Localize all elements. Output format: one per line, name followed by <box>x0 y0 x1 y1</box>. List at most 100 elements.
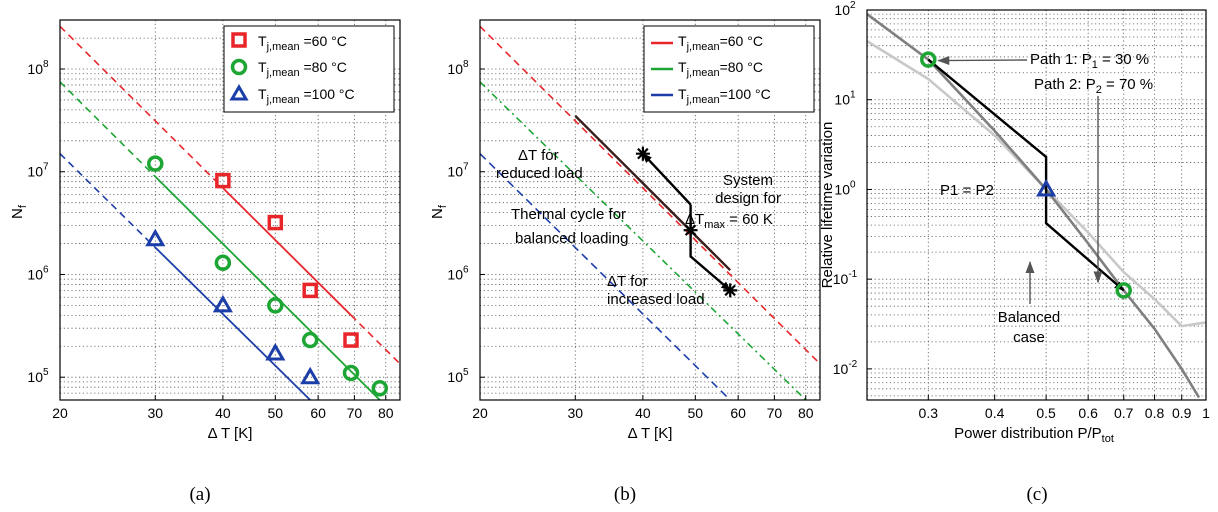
star-point <box>683 223 698 238</box>
data-point-square <box>343 332 359 348</box>
x-tick-label: 0.6 <box>1078 405 1098 421</box>
y-tick-label: 108 <box>27 59 49 77</box>
grid-a <box>60 20 400 400</box>
fit-line-solid <box>154 246 311 400</box>
legend-a: Tj,mean =60 °C Tj,mean =80 °C Tj,mean =1… <box>223 25 395 113</box>
y-tick-label: 107 <box>447 162 469 180</box>
x-tick-label: 20 <box>52 405 68 421</box>
plot-frame-b <box>479 19 821 401</box>
y-tick-label: 105 <box>27 367 49 385</box>
x-axis-label-b: Δ T [K] <box>628 425 673 442</box>
marker-circle <box>920 51 937 68</box>
x-tick-label: 0.8 <box>1145 405 1165 421</box>
legend-box-a <box>223 25 395 113</box>
annotation-path1: Path 1: P1 = 30 % <box>1030 51 1149 71</box>
markers-a <box>145 155 389 397</box>
annotation-reduced-1: ΔT for <box>518 147 559 164</box>
data-point-circle <box>342 364 360 382</box>
y-tick-label: 108 <box>447 59 469 77</box>
series-line-dashed <box>480 153 731 400</box>
legend-box-b <box>643 25 815 113</box>
caption-b: (b) <box>614 484 636 505</box>
legend-b: Tj,mean=60 °C Tj,mean=80 °C Tj,mean=100 … <box>643 25 815 113</box>
data-point-circle <box>147 155 164 172</box>
data-point-circle <box>214 254 232 272</box>
x-tick-label: 50 <box>688 405 704 421</box>
y-tick-label: 101 <box>834 90 856 108</box>
data-point-triangle <box>212 294 233 313</box>
ticks-c: 0.3 0.4 0.5 0.6 0.7 0.8 0.9 1 10-2 10-1 100 101 102 <box>833 0 1210 421</box>
annotation-cycle-1: Thermal cycle for <box>511 206 626 223</box>
caption-c: (c) <box>1026 484 1047 505</box>
fit-line-dashed <box>60 153 156 249</box>
plot-frame-a <box>59 19 401 401</box>
chart-panel-c: 0.3 0.4 0.5 0.6 0.7 0.8 0.9 110-210-1100101102 … <box>819 0 1210 445</box>
y-axis-label-c: Relative lifetime variation <box>819 122 836 289</box>
y-tick-label: 105 <box>447 367 469 385</box>
x-axis-label-a: Δ T [K] <box>208 425 253 442</box>
annotations-b <box>635 146 738 298</box>
data-point-triangle <box>300 366 321 385</box>
x-tick-label: 0.7 <box>1114 405 1134 421</box>
chart-panel-a: 20 30 40 50 60 70 80 105 106 107 108 Tj,mean =60 °… <box>9 19 401 442</box>
x-tick-label: 70 <box>347 405 363 421</box>
x-tick-label: 70 <box>767 405 783 421</box>
design-line <box>574 115 732 272</box>
curve-line <box>867 13 1201 399</box>
y-tick-label: 106 <box>447 264 469 282</box>
star-point <box>635 146 650 161</box>
curve-line <box>867 39 1206 328</box>
ticks-a: 20 30 40 50 60 70 80 105 106 107 108 <box>27 59 393 421</box>
annotation-increased-2: increased load <box>607 291 705 308</box>
annotation-design-1: System <box>723 172 773 189</box>
fit-lines-a <box>60 25 400 400</box>
series-line-dashed <box>480 25 820 365</box>
x-tick-label: 0.4 <box>985 405 1005 421</box>
legend-entry-b-100: Tj,mean=100 °C <box>678 86 771 106</box>
x-tick-label: 40 <box>635 405 651 421</box>
fit-line-dashed <box>60 25 224 189</box>
legend-entry-b-80: Tj,mean=80 °C <box>678 59 763 79</box>
x-tick-label: 0.3 <box>919 405 939 421</box>
data-point-square <box>215 172 231 189</box>
marker-triangle <box>1036 178 1057 197</box>
x-tick-label: 60 <box>730 405 746 421</box>
data-point-triangle <box>265 343 286 361</box>
y-tick-label: 102 <box>834 0 856 18</box>
lines-b <box>480 25 820 400</box>
legend-entry-100: Tj,mean =100 °C <box>258 86 355 106</box>
annotation-design-3: ΔTmax = 60 K <box>685 211 773 231</box>
fit-line-solid <box>154 175 381 400</box>
annotation-p1-equals-p2: P1 = P2 <box>940 182 994 199</box>
chart-panel-b: 20 30 40 50 60 70 80 105 106 107 108 Tj,mean=60 °C… <box>429 19 821 442</box>
y-tick-label: 10-2 <box>833 359 858 377</box>
x-tick-label: 40 <box>215 405 231 421</box>
y-tick-label: 100 <box>834 179 856 197</box>
annotation-balanced-2: case <box>1013 329 1045 346</box>
x-tick-label: 80 <box>798 405 814 421</box>
annotation-balanced-1: Balanced <box>998 309 1061 326</box>
x-axis-label-c: Power distribution P/Ptot <box>954 425 1114 445</box>
arrow-reduced-load <box>642 152 692 206</box>
legend-marker-80 <box>230 58 248 76</box>
x-tick-label: 50 <box>268 405 284 421</box>
annotation-cycle-2: balanced loading <box>515 230 628 247</box>
data-point-square <box>267 214 284 231</box>
data-point-square <box>302 282 318 299</box>
fit-line-dashed <box>60 81 156 178</box>
y-axis-label-a: Nf <box>9 204 29 219</box>
data-point-circle <box>301 331 319 349</box>
y-axis-label-b: Nf <box>429 204 449 219</box>
x-tick-label: 20 <box>472 405 488 421</box>
series-line-dashed <box>480 81 807 400</box>
annotations-c <box>920 51 1132 304</box>
legend-marker-100 <box>229 84 249 101</box>
data-point-triangle <box>145 228 166 247</box>
plot-frame-c <box>866 9 1207 401</box>
x-tick-label: 30 <box>567 405 583 421</box>
annotation-reduced-2: reduced load <box>496 165 583 182</box>
grid-c <box>867 10 1206 400</box>
y-tick-label: 106 <box>27 264 49 282</box>
x-tick-label: 1 <box>1202 405 1210 421</box>
